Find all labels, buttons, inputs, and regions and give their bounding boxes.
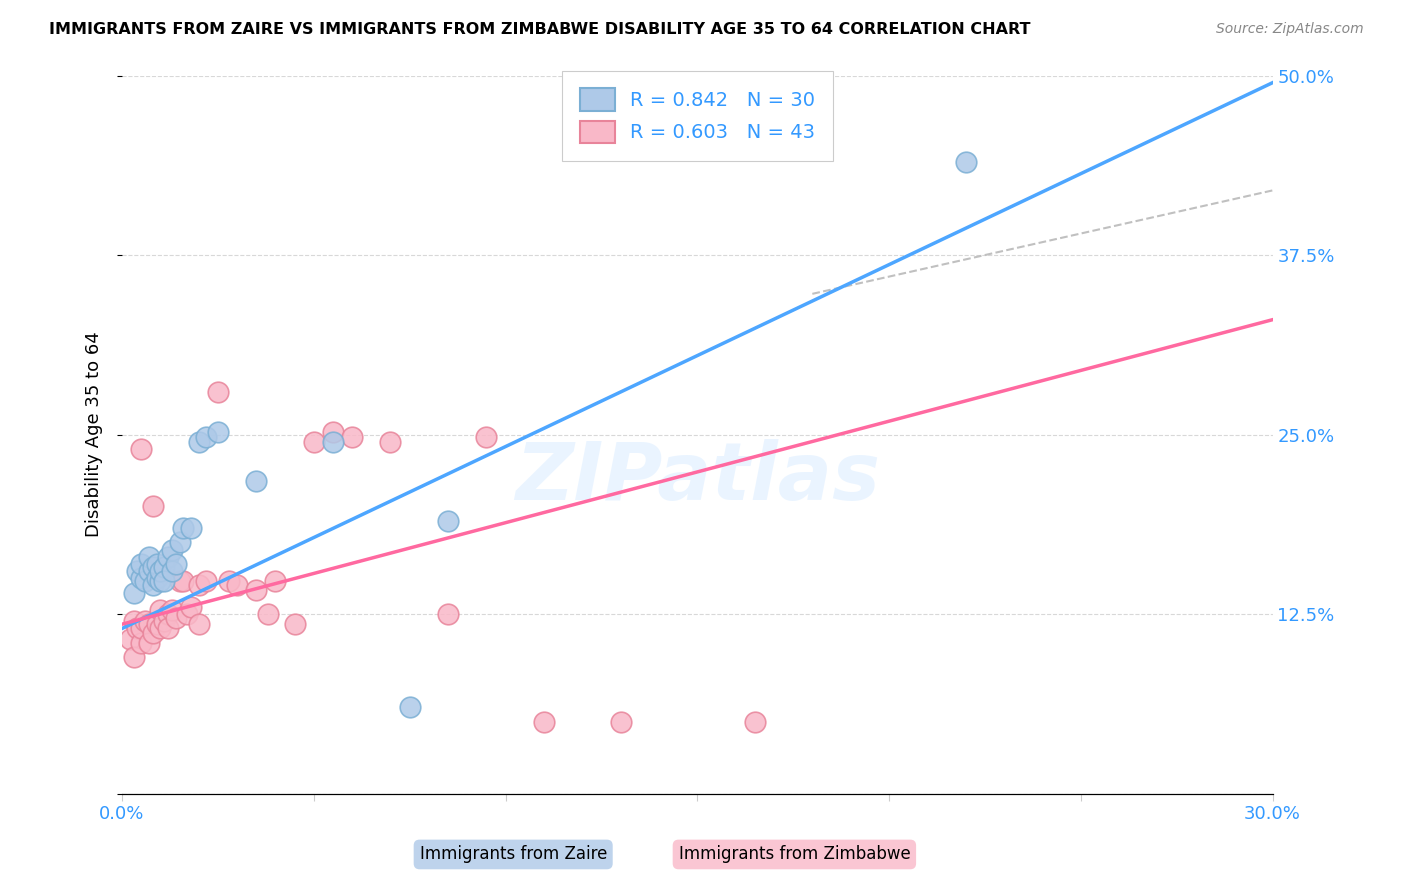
Point — [322, 434, 344, 449]
Point — [142, 578, 165, 592]
Point — [138, 617, 160, 632]
Point — [955, 154, 977, 169]
Text: ZIPatlas: ZIPatlas — [515, 439, 880, 516]
Point — [172, 574, 194, 588]
Point — [118, 632, 141, 646]
Point — [153, 615, 176, 629]
Point — [129, 557, 152, 571]
Point — [437, 514, 460, 528]
Point — [302, 434, 325, 449]
Text: IMMIGRANTS FROM ZAIRE VS IMMIGRANTS FROM ZIMBABWE DISABILITY AGE 35 TO 64 CORREL: IMMIGRANTS FROM ZAIRE VS IMMIGRANTS FROM… — [49, 22, 1031, 37]
Point — [180, 599, 202, 614]
Point — [127, 564, 149, 578]
Point — [744, 714, 766, 729]
Point — [145, 557, 167, 571]
Point — [187, 578, 209, 592]
Point — [122, 585, 145, 599]
Point — [533, 714, 555, 729]
Legend: R = 0.842   N = 30, R = 0.603   N = 43: R = 0.842 N = 30, R = 0.603 N = 43 — [562, 70, 832, 161]
Point — [169, 574, 191, 588]
Point — [145, 617, 167, 632]
Point — [142, 500, 165, 514]
Point — [157, 622, 180, 636]
Point — [207, 384, 229, 399]
Point — [437, 607, 460, 621]
Point — [245, 582, 267, 597]
Point — [149, 603, 172, 617]
Point — [187, 617, 209, 632]
Point — [160, 542, 183, 557]
Point — [195, 574, 218, 588]
Point — [380, 434, 402, 449]
Point — [226, 578, 249, 592]
Point — [195, 430, 218, 444]
Point — [122, 650, 145, 665]
Point — [149, 622, 172, 636]
Point — [165, 611, 187, 625]
Text: Source: ZipAtlas.com: Source: ZipAtlas.com — [1216, 22, 1364, 37]
Point — [160, 564, 183, 578]
Point — [134, 615, 156, 629]
Text: Immigrants from Zaire: Immigrants from Zaire — [419, 846, 607, 863]
Point — [153, 559, 176, 574]
Point — [340, 430, 363, 444]
Point — [475, 430, 498, 444]
Point — [138, 636, 160, 650]
Point — [172, 521, 194, 535]
Point — [142, 625, 165, 640]
Point — [169, 535, 191, 549]
Point — [207, 425, 229, 439]
Text: Immigrants from Zimbabwe: Immigrants from Zimbabwe — [679, 846, 910, 863]
Point — [127, 622, 149, 636]
Point — [609, 714, 631, 729]
Y-axis label: Disability Age 35 to 64: Disability Age 35 to 64 — [86, 332, 103, 538]
Point — [145, 571, 167, 585]
Point — [129, 442, 152, 456]
Point — [187, 434, 209, 449]
Point — [129, 622, 152, 636]
Point — [160, 603, 183, 617]
Point — [284, 617, 307, 632]
Point — [218, 574, 240, 588]
Point — [245, 474, 267, 488]
Point — [122, 615, 145, 629]
Point — [142, 559, 165, 574]
Point — [157, 549, 180, 564]
Point — [322, 425, 344, 439]
Point — [264, 574, 287, 588]
Point — [129, 636, 152, 650]
Point — [134, 574, 156, 588]
Point — [398, 700, 420, 714]
Point — [129, 571, 152, 585]
Point — [153, 574, 176, 588]
Point — [180, 521, 202, 535]
Point — [149, 574, 172, 588]
Point — [149, 564, 172, 578]
Point — [256, 607, 278, 621]
Point — [165, 557, 187, 571]
Point — [176, 607, 198, 621]
Point — [138, 564, 160, 578]
Point — [157, 607, 180, 621]
Point — [138, 549, 160, 564]
